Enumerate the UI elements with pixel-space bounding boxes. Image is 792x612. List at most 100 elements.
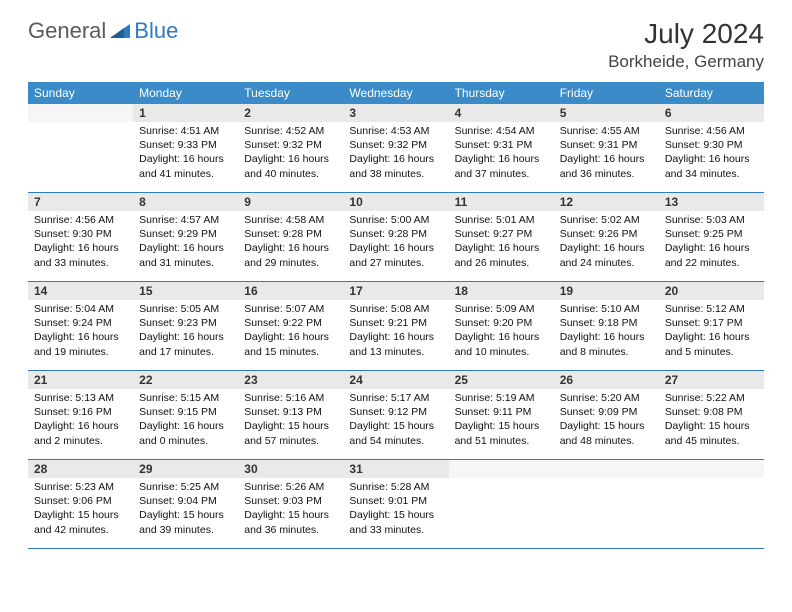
calendar-cell: 9Sunrise: 4:58 AMSunset: 9:28 PMDaylight…: [238, 193, 343, 281]
day-number: 8: [133, 193, 238, 211]
calendar-cell: 22 Sunrise: 5:15 AMSunset: 9:15 PMDayligh…: [133, 371, 238, 459]
daylight-line: Daylight: 16 hours and 19 minutes.: [34, 330, 127, 358]
sunset-line: Sunset: 9:24 PM: [34, 316, 127, 330]
day-details: Sunrise: 5:13 AMSunset: 9:16 PMDaylight:…: [28, 389, 133, 452]
day-number: 31: [343, 460, 448, 478]
daylight-line: Daylight: 15 hours and 42 minutes.: [34, 508, 127, 536]
calendar-cell: 6Sunrise: 4:56 AMSunset: 9:30 PMDaylight…: [659, 104, 764, 192]
sunrise-line: Sunrise: 4:55 AM: [560, 124, 653, 138]
calendar-cell: 12Sunrise: 5:02 AMSunset: 9:26 PMDayligh…: [554, 193, 659, 281]
day-details: Sunrise: 5:28 AMSunset: 9:01 PMDaylight:…: [343, 478, 448, 541]
day-details: Sunrise: 5:02 AMSunset: 9:26 PMDaylight:…: [554, 211, 659, 274]
sunrise-line: Sunrise: 5:05 AM: [139, 302, 232, 316]
calendar-cell: 20Sunrise: 5:12 AMSunset: 9:17 PMDayligh…: [659, 282, 764, 370]
sunset-line: Sunset: 9:21 PM: [349, 316, 442, 330]
calendar-week: 21Sunrise: 5:13 AMSunset: 9:16 PMDayligh…: [28, 371, 764, 460]
sunrise-line: Sunrise: 5:00 AM: [349, 213, 442, 227]
sunset-line: Sunset: 9:18 PM: [560, 316, 653, 330]
calendar-page: General Blue July 2024 Borkheide, German…: [0, 0, 792, 549]
day-details: Sunrise: 5:17 AMSunset: 9:12 PMDaylight:…: [343, 389, 448, 452]
day-details: Sunrise: 5:08 AMSunset: 9:21 PMDaylight:…: [343, 300, 448, 363]
sunset-line: Sunset: 9:20 PM: [455, 316, 548, 330]
day-details: Sunrise: 4:56 AMSunset: 9:30 PMDaylight:…: [659, 122, 764, 185]
sunrise-line: Sunrise: 5:15 AM: [139, 391, 232, 405]
daylight-line: Daylight: 15 hours and 33 minutes.: [349, 508, 442, 536]
day-number: 9: [238, 193, 343, 211]
day-details: Sunrise: 5:25 AMSunset: 9:04 PMDaylight:…: [133, 478, 238, 541]
sunset-line: Sunset: 9:06 PM: [34, 494, 127, 508]
day-details: Sunrise: 5:26 AMSunset: 9:03 PMDaylight:…: [238, 478, 343, 541]
daylight-line: Daylight: 15 hours and 39 minutes.: [139, 508, 232, 536]
sunset-line: Sunset: 9:30 PM: [665, 138, 758, 152]
sunrise-line: Sunrise: 5:07 AM: [244, 302, 337, 316]
daylight-line: Daylight: 16 hours and 24 minutes.: [560, 241, 653, 269]
sunset-line: Sunset: 9:15 PM: [139, 405, 232, 419]
dow-tuesday: Tuesday: [238, 82, 343, 104]
sunrise-line: Sunrise: 5:20 AM: [560, 391, 653, 405]
day-number: 6: [659, 104, 764, 122]
dow-sunday: Sunday: [28, 82, 133, 104]
calendar-cell: 16Sunrise: 5:07 AMSunset: 9:22 PMDayligh…: [238, 282, 343, 370]
daylight-line: Daylight: 16 hours and 8 minutes.: [560, 330, 653, 358]
calendar-cell: 13Sunrise: 5:03 AMSunset: 9:25 PMDayligh…: [659, 193, 764, 281]
daylight-line: Daylight: 16 hours and 27 minutes.: [349, 241, 442, 269]
sunrise-line: Sunrise: 4:54 AM: [455, 124, 548, 138]
daylight-line: Daylight: 15 hours and 54 minutes.: [349, 419, 442, 447]
day-number: 25: [449, 371, 554, 389]
sunrise-line: Sunrise: 5:23 AM: [34, 480, 127, 494]
day-number: [449, 460, 554, 478]
calendar-grid: Sunday Monday Tuesday Wednesday Thursday…: [28, 82, 764, 549]
daylight-line: Daylight: 15 hours and 51 minutes.: [455, 419, 548, 447]
dow-thursday: Thursday: [449, 82, 554, 104]
day-details: Sunrise: 4:57 AMSunset: 9:29 PMDaylight:…: [133, 211, 238, 274]
day-number: 14: [28, 282, 133, 300]
daylight-line: Daylight: 16 hours and 26 minutes.: [455, 241, 548, 269]
title-block: July 2024 Borkheide, Germany: [608, 18, 764, 72]
dow-friday: Friday: [554, 82, 659, 104]
sunrise-line: Sunrise: 4:56 AM: [34, 213, 127, 227]
day-number: [659, 460, 764, 478]
day-number: 28: [28, 460, 133, 478]
day-details: Sunrise: 5:03 AMSunset: 9:25 PMDaylight:…: [659, 211, 764, 274]
day-number: 3: [343, 104, 448, 122]
day-number: 30: [238, 460, 343, 478]
daylight-line: Daylight: 16 hours and 34 minutes.: [665, 152, 758, 180]
daylight-line: Daylight: 16 hours and 13 minutes.: [349, 330, 442, 358]
day-details: Sunrise: 5:23 AMSunset: 9:06 PMDaylight:…: [28, 478, 133, 541]
brand-word-2: Blue: [134, 18, 178, 44]
daylight-line: Daylight: 16 hours and 2 minutes.: [34, 419, 127, 447]
sunrise-line: Sunrise: 5:01 AM: [455, 213, 548, 227]
sunset-line: Sunset: 9:01 PM: [349, 494, 442, 508]
day-details: Sunrise: 4:51 AMSunset: 9:33 PMDaylight:…: [133, 122, 238, 185]
day-number: 20: [659, 282, 764, 300]
sunset-line: Sunset: 9:17 PM: [665, 316, 758, 330]
daylight-line: Daylight: 16 hours and 36 minutes.: [560, 152, 653, 180]
day-number: 4: [449, 104, 554, 122]
daylight-line: Daylight: 16 hours and 10 minutes.: [455, 330, 548, 358]
day-number: 22: [133, 371, 238, 389]
page-header: General Blue July 2024 Borkheide, German…: [28, 18, 764, 72]
daylight-line: Daylight: 16 hours and 0 minutes.: [139, 419, 232, 447]
calendar-cell: 28Sunrise: 5:23 AMSunset: 9:06 PMDayligh…: [28, 460, 133, 548]
calendar-cell: [449, 460, 554, 548]
sunset-line: Sunset: 9:28 PM: [349, 227, 442, 241]
sunrise-line: Sunrise: 5:04 AM: [34, 302, 127, 316]
sunset-line: Sunset: 9:29 PM: [139, 227, 232, 241]
day-details: Sunrise: 5:05 AMSunset: 9:23 PMDaylight:…: [133, 300, 238, 363]
day-details: Sunrise: 5:22 AMSunset: 9:08 PMDaylight:…: [659, 389, 764, 452]
day-details: Sunrise: 4:53 AMSunset: 9:32 PMDaylight:…: [343, 122, 448, 185]
day-details: Sunrise: 4:54 AMSunset: 9:31 PMDaylight:…: [449, 122, 554, 185]
day-number: 15: [133, 282, 238, 300]
calendar-cell: 19Sunrise: 5:10 AMSunset: 9:18 PMDayligh…: [554, 282, 659, 370]
day-number: 11: [449, 193, 554, 211]
calendar-week: 28Sunrise: 5:23 AMSunset: 9:06 PMDayligh…: [28, 460, 764, 549]
sunset-line: Sunset: 9:09 PM: [560, 405, 653, 419]
calendar-cell: 15Sunrise: 5:05 AMSunset: 9:23 PMDayligh…: [133, 282, 238, 370]
sunset-line: Sunset: 9:32 PM: [244, 138, 337, 152]
calendar-cell: [28, 104, 133, 192]
sunrise-line: Sunrise: 5:22 AM: [665, 391, 758, 405]
sunrise-line: Sunrise: 5:02 AM: [560, 213, 653, 227]
sunset-line: Sunset: 9:23 PM: [139, 316, 232, 330]
calendar-cell: 30Sunrise: 5:26 AMSunset: 9:03 PMDayligh…: [238, 460, 343, 548]
daylight-line: Daylight: 16 hours and 31 minutes.: [139, 241, 232, 269]
